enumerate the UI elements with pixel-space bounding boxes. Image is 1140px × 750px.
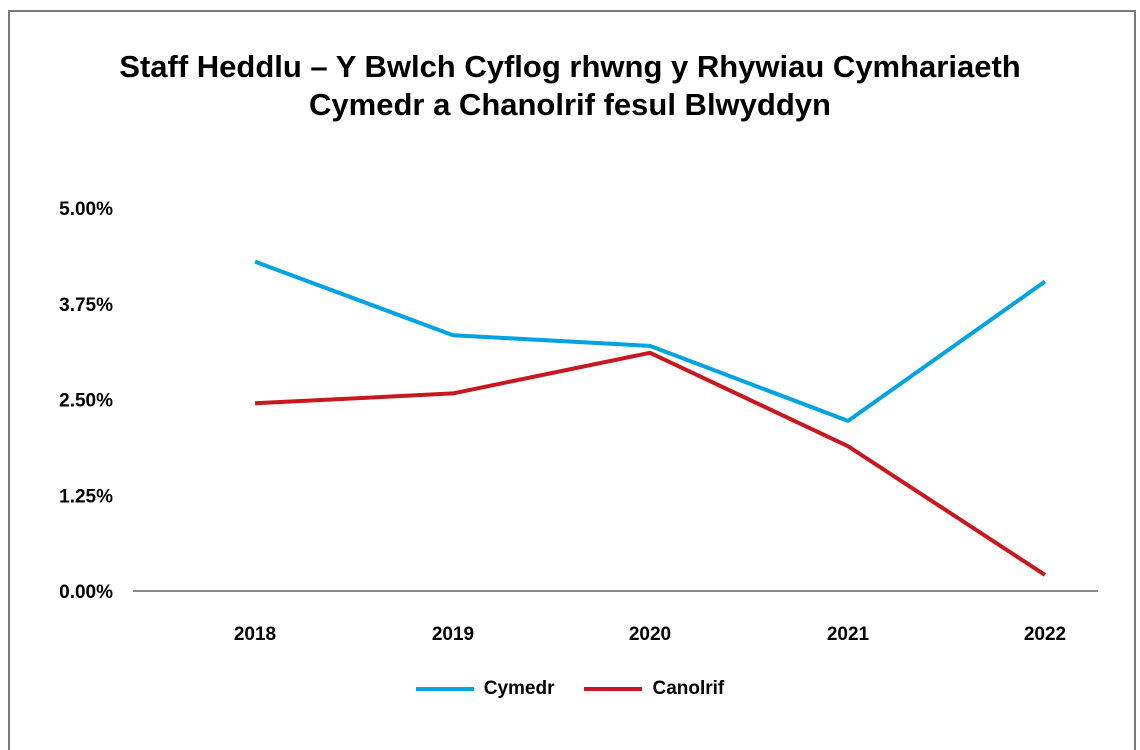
- y-tick-label: 0.00%: [59, 582, 113, 603]
- x-tick-label: 2022: [1024, 624, 1066, 645]
- legend: Cymedr Canolrif: [0, 678, 1140, 700]
- legend-swatch-canolrif: [584, 687, 642, 691]
- legend-swatch-cymedr: [416, 687, 474, 691]
- legend-item-cymedr: Cymedr: [416, 678, 555, 700]
- legend-label-canolrif: Canolrif: [652, 678, 724, 700]
- y-tick-label: 3.75%: [59, 295, 113, 316]
- x-tick-label: 2021: [827, 624, 870, 645]
- y-tick-label: 5.00%: [59, 199, 113, 220]
- series-line-canolrif: [255, 353, 1045, 575]
- x-tick-label: 2019: [432, 624, 474, 645]
- x-tick-label: 2020: [629, 624, 671, 645]
- y-tick-label: 1.25%: [59, 486, 113, 507]
- legend-item-canolrif: Canolrif: [584, 678, 724, 700]
- legend-label-cymedr: Cymedr: [484, 678, 555, 700]
- x-tick-label: 2018: [234, 624, 276, 645]
- y-tick-label: 2.50%: [59, 391, 113, 412]
